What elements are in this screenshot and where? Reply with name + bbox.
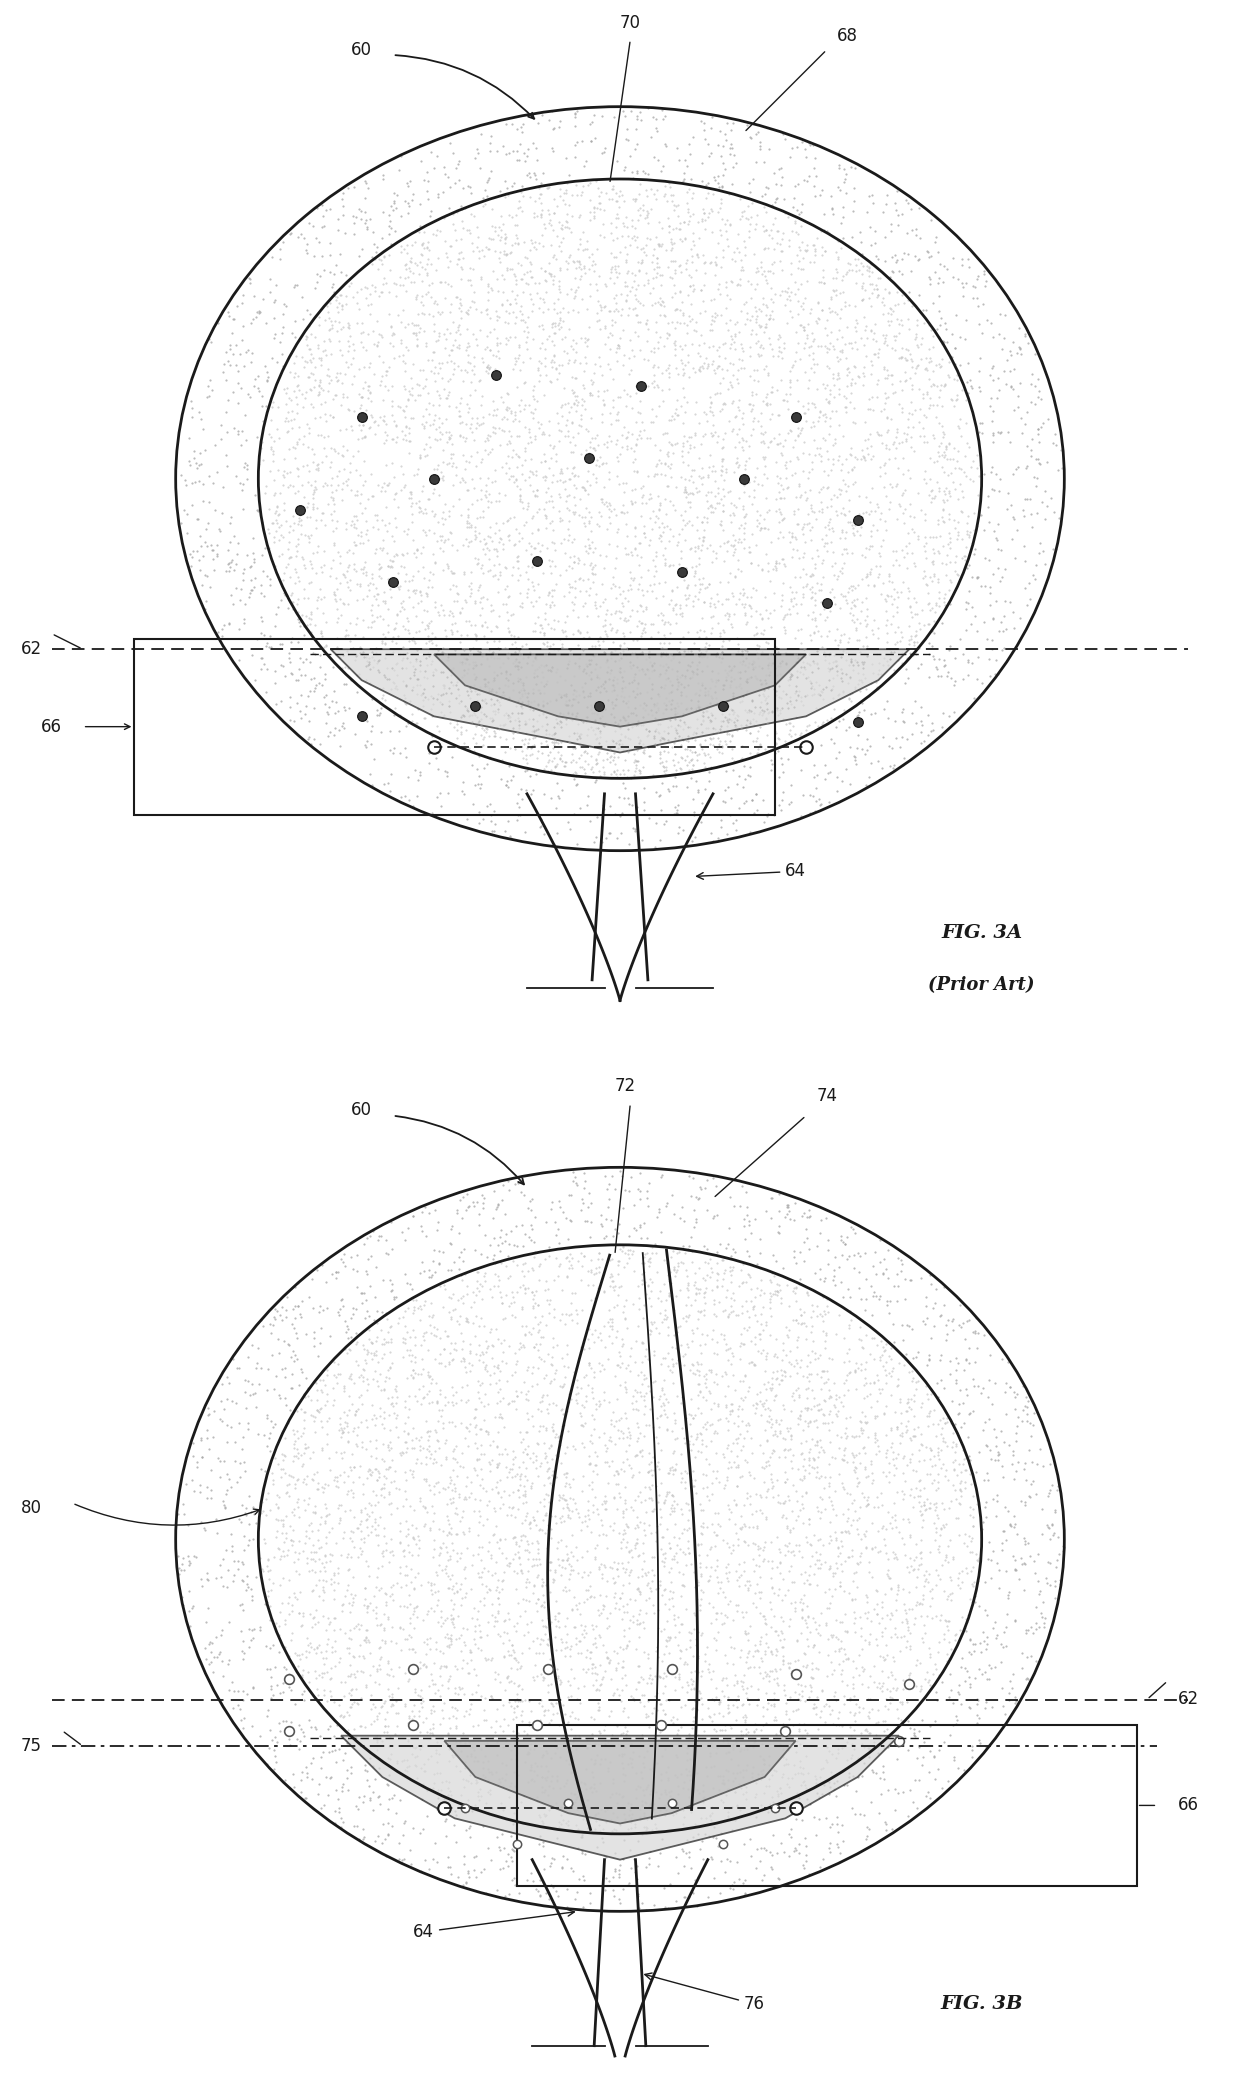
Text: 62: 62 xyxy=(20,641,42,657)
Text: (Prior Art): (Prior Art) xyxy=(929,976,1035,994)
Polygon shape xyxy=(341,1735,899,1860)
Text: 68: 68 xyxy=(837,27,858,44)
Text: 76: 76 xyxy=(645,1974,765,2013)
Text: 72: 72 xyxy=(615,1077,636,1094)
Text: 64: 64 xyxy=(697,863,806,880)
Text: 80: 80 xyxy=(21,1500,41,1516)
Text: 60: 60 xyxy=(351,42,372,58)
Bar xyxy=(517,1724,1137,1884)
Bar xyxy=(134,639,775,815)
Text: FIG. 3A: FIG. 3A xyxy=(941,924,1022,942)
Text: 66: 66 xyxy=(1178,1797,1199,1814)
Text: 75: 75 xyxy=(21,1737,41,1756)
Polygon shape xyxy=(434,655,806,726)
Text: 64: 64 xyxy=(413,1909,574,1941)
Polygon shape xyxy=(444,1741,796,1824)
Text: FIG. 3B: FIG. 3B xyxy=(940,1995,1023,2013)
Text: 74: 74 xyxy=(816,1088,837,1104)
Polygon shape xyxy=(331,649,909,753)
Text: 60: 60 xyxy=(351,1102,372,1119)
Text: 70: 70 xyxy=(620,15,641,33)
Text: 66: 66 xyxy=(41,718,62,736)
Text: 62: 62 xyxy=(1178,1691,1199,1708)
